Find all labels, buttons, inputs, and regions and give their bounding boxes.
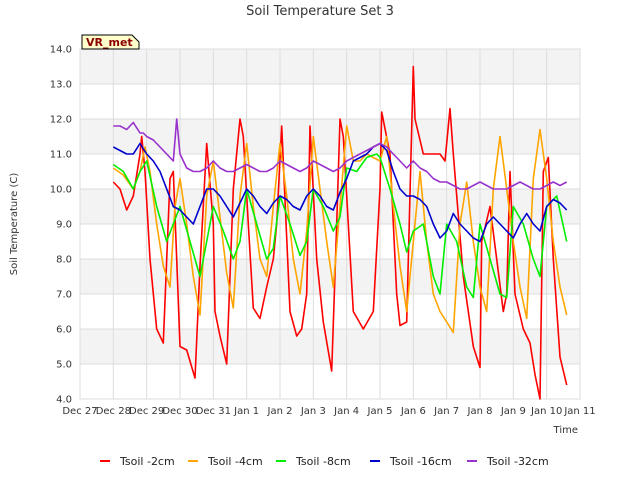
x-tick-label: Jan 10 bbox=[530, 406, 562, 417]
legend-label: Tsoil -16cm bbox=[389, 455, 452, 468]
legend: Tsoil -2cm Tsoil -4cm Tsoil -8cm Tsoil -16c… bbox=[100, 455, 549, 468]
legend-label: Tsoil -32cm bbox=[486, 455, 549, 468]
chart-title: Soil Temperature Set 3 bbox=[246, 4, 394, 19]
x-tick-label: Jan 8 bbox=[467, 406, 493, 417]
series-line-0 bbox=[112, 65, 568, 400]
x-tick-label: Jan 4 bbox=[333, 406, 359, 417]
y-tick-label: 14.0 bbox=[50, 45, 72, 56]
y-tick-label: 13.0 bbox=[50, 80, 72, 91]
x-tick-label: Dec 28 bbox=[96, 406, 131, 417]
site-badge: VR_met bbox=[81, 34, 140, 50]
y-band bbox=[80, 49, 580, 84]
x-tick-label: Jan 3 bbox=[300, 406, 326, 417]
y-tick-labels: 4.0 5.0 6.0 7.0 8.0 9.0 10.0 11.0 12.0 13.0 14.0 bbox=[50, 45, 72, 406]
x-tick-label: Dec 29 bbox=[129, 406, 164, 417]
x-tick-label: Jan 5 bbox=[367, 406, 393, 417]
x-tick-label: Jan 9 bbox=[500, 406, 526, 417]
y-tick-label: 8.0 bbox=[56, 255, 72, 266]
series-line-3 bbox=[112, 142, 568, 243]
x-tick-label: Jan 1 bbox=[233, 406, 259, 417]
series-lines bbox=[112, 65, 568, 400]
y-band bbox=[80, 189, 580, 224]
y-axis-label: Soil Temperature (C) bbox=[9, 173, 20, 276]
site-badge-box bbox=[81, 34, 140, 50]
x-axis-label: Time bbox=[553, 425, 578, 436]
series-line-2 bbox=[112, 153, 568, 299]
y-tick-label: 12.0 bbox=[50, 115, 72, 126]
y-tick-label: 6.0 bbox=[56, 325, 72, 336]
x-tick-label: Jan 7 bbox=[433, 406, 459, 417]
legend-label: Tsoil -2cm bbox=[119, 455, 175, 468]
x-tick-label: Dec 31 bbox=[196, 406, 231, 417]
y-tick-label: 11.0 bbox=[50, 150, 72, 161]
y-tick-label: 5.0 bbox=[56, 360, 72, 371]
y-tick-label: 7.0 bbox=[56, 290, 72, 301]
x-tick-label: Jan 6 bbox=[400, 406, 426, 417]
series-line-1 bbox=[112, 125, 568, 334]
y-tick-label: 9.0 bbox=[56, 220, 72, 231]
site-badge-label: VR_met bbox=[86, 36, 133, 49]
x-tick-label: Dec 27 bbox=[62, 406, 97, 417]
x-tick-label: Jan 11 bbox=[563, 406, 595, 417]
background-bands bbox=[80, 49, 580, 364]
series-line-4 bbox=[113, 118, 568, 190]
legend-label: Tsoil -4cm bbox=[207, 455, 263, 468]
grid-lines bbox=[79, 48, 581, 400]
x-tick-label: Jan 2 bbox=[267, 406, 293, 417]
legend-label: Tsoil -8cm bbox=[295, 455, 351, 468]
y-band bbox=[80, 119, 580, 154]
y-tick-label: 4.0 bbox=[56, 395, 72, 406]
x-tick-label: Dec 30 bbox=[162, 406, 197, 417]
y-tick-label: 10.0 bbox=[50, 185, 72, 196]
